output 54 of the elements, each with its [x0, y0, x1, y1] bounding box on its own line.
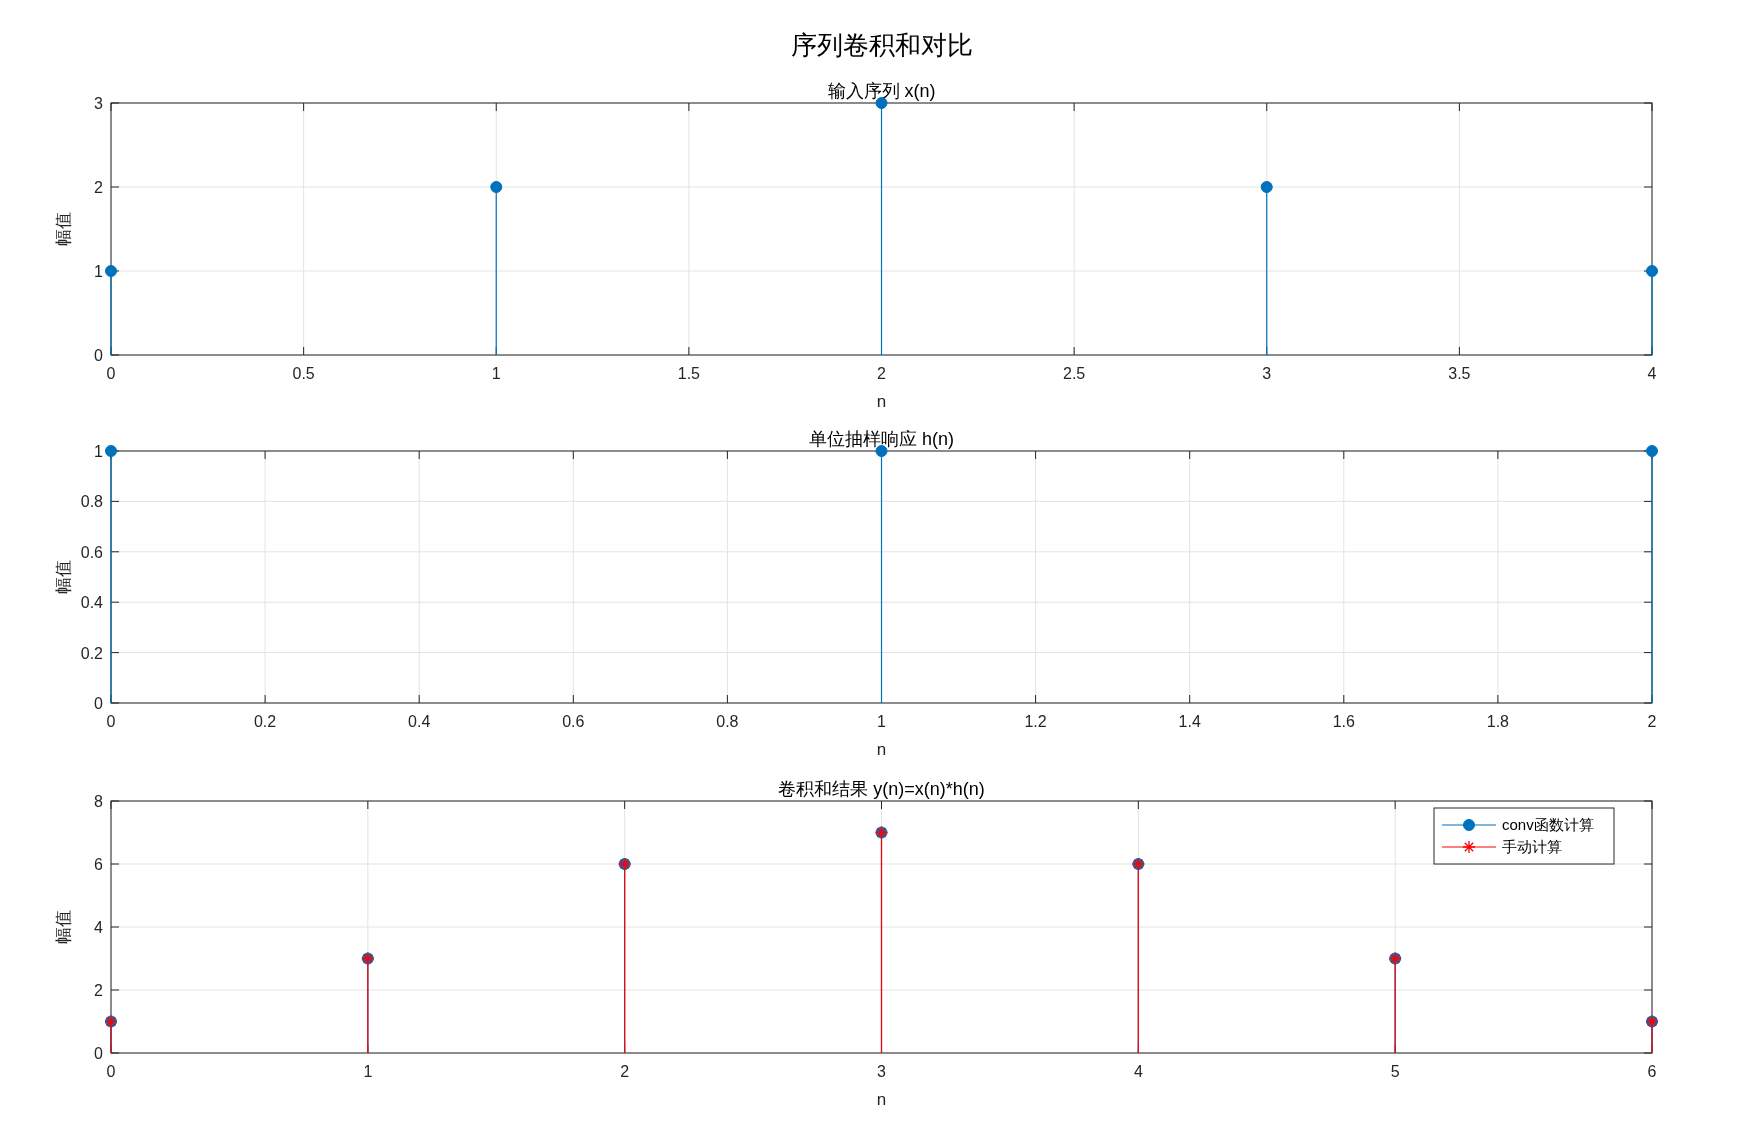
text: 序列卷积和对比 [790, 30, 973, 60]
y-tick-label: 0 [94, 347, 104, 364]
x-tick-label: 0.2 [253, 713, 277, 730]
y-tick-label: 3 [94, 95, 104, 112]
y-tick-label: 0 [94, 1045, 104, 1062]
y-tick-label: 8 [94, 793, 104, 810]
x-axis-title: n [876, 1090, 887, 1109]
x-axis-title: n [876, 392, 887, 411]
y-tick-label: 1 [94, 263, 104, 280]
x-tick-label: 0.5 [292, 365, 315, 382]
x-tick-label: 1.6 [1332, 713, 1356, 730]
x-tick-label: 3.5 [1448, 365, 1471, 382]
y-tick-label: 2 [94, 982, 104, 999]
x-tick-label: 1 [363, 1063, 373, 1080]
x-tick-label: 2 [1647, 713, 1657, 730]
x-tick-label: 5 [1390, 1063, 1400, 1080]
y-axis-title: 幅值 [54, 212, 73, 246]
chart-title: 单位抽样响应 h(n) [808, 429, 955, 449]
x-tick-label: 1.5 [677, 365, 701, 382]
legend-label: conv函数计算 [1502, 816, 1594, 833]
x-tick-label: 4 [1133, 1063, 1143, 1080]
x-tick-label: 0 [106, 713, 116, 730]
x-tick-label: 0.8 [716, 713, 739, 730]
y-tick-label: 0 [94, 695, 104, 712]
y-tick-label: 0.4 [80, 594, 104, 612]
x-tick-label: 6 [1647, 1063, 1657, 1080]
x-tick-label: 2 [620, 1063, 630, 1080]
y-tick-label: 2 [94, 179, 104, 196]
legend-label: 手动计算 [1502, 838, 1562, 855]
x-tick-label: 0.6 [562, 713, 585, 730]
x-tick-label: 4 [1647, 365, 1657, 382]
x-tick-label: 1.8 [1486, 713, 1510, 730]
y-axis-title: 幅值 [54, 910, 73, 944]
x-tick-label: 1 [877, 713, 887, 730]
x-axis-title: n [876, 740, 887, 759]
chart-title: 输入序列 x(n) [827, 81, 936, 101]
y-tick-label: 0.8 [80, 493, 104, 511]
x-tick-label: 3 [1262, 365, 1272, 382]
x-tick-label: 3 [877, 1063, 887, 1080]
x-tick-label: 1.2 [1024, 713, 1047, 730]
y-tick-label: 4 [94, 919, 104, 936]
y-tick-label: 1 [94, 443, 104, 460]
x-tick-label: 0 [106, 1063, 116, 1080]
x-tick-label: 2.5 [1063, 365, 1086, 382]
y-tick-label: 6 [94, 856, 104, 873]
y-tick-label: 0.6 [80, 543, 104, 561]
x-tick-label: 1.4 [1178, 713, 1201, 730]
x-tick-label: 0 [106, 365, 116, 382]
y-axis-title: 幅值 [54, 560, 73, 594]
x-tick-label: 0.4 [408, 713, 431, 730]
x-tick-label: 2 [877, 365, 887, 382]
y-tick-label: 0.2 [80, 644, 104, 662]
x-tick-label: 1 [491, 365, 501, 382]
chart-title: 卷积和结果 y(n)=x(n)*h(n) [778, 779, 985, 799]
